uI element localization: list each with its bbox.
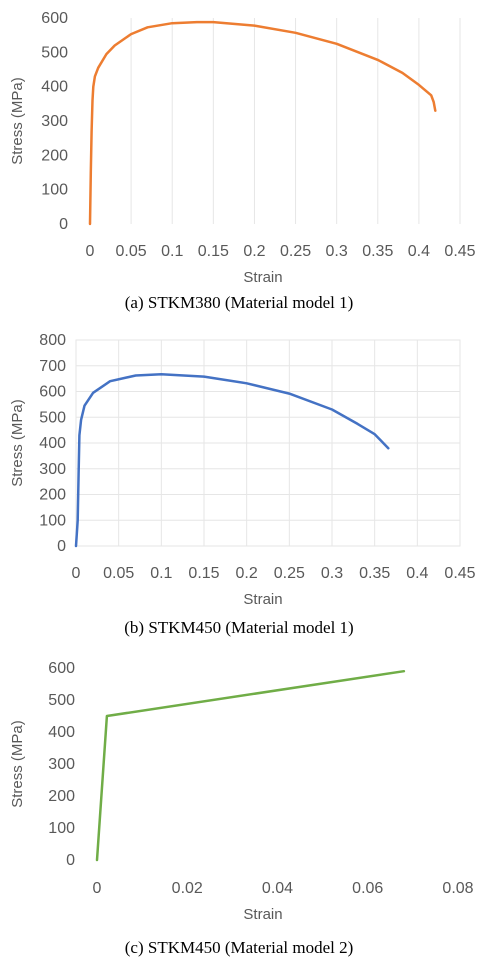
y-tick-label: 600 — [48, 660, 75, 677]
y-tick-label: 100 — [39, 512, 66, 529]
x-tick-label: 0.05 — [103, 565, 134, 582]
x-tick-label: 0.08 — [442, 880, 473, 897]
x-tick-label: 0 — [93, 880, 102, 897]
x-tick-label: 0.06 — [352, 880, 383, 897]
x-tick-label: 0.15 — [198, 243, 229, 260]
y-tick-label: 500 — [48, 692, 75, 709]
stress-strain-line — [95, 669, 406, 862]
caption-c: (c) STKM450 (Material model 2) — [124, 938, 354, 957]
x-tick-label: 0.05 — [116, 243, 147, 260]
y-tick-label: 300 — [48, 756, 75, 773]
x-tick-label: 0.4 — [408, 243, 430, 260]
y-axis-title: Stress (MPa) — [9, 77, 26, 165]
stress-strain-line — [88, 20, 437, 226]
x-tick-label: 0.45 — [444, 243, 475, 260]
chart-c: 0 100 200 300 400 500 600 0 0.02 0.04 0.06 0.08 Stra… — [9, 660, 474, 923]
caption-a: (a) STKM380 (Material model 1) — [124, 293, 354, 312]
y-tick-label: 100 — [41, 182, 68, 199]
y-tick-label: 400 — [48, 724, 75, 741]
chart-a: 0 100 200 300 400 500 600 0 0.05 0.1 0.15 0.2 0.25 0.… — [9, 10, 476, 286]
x-tick-label: 0 — [86, 243, 95, 260]
y-tick-label: 300 — [39, 461, 66, 478]
y-tick-label: 0 — [57, 538, 66, 555]
x-tick-label: 0.1 — [150, 565, 172, 582]
y-tick-label: 300 — [41, 113, 68, 130]
y-tick-label: 200 — [39, 487, 66, 504]
y-axis-title: Stress (MPa) — [9, 720, 26, 808]
x-axis-title: Strain — [243, 269, 282, 286]
x-axis-title: Strain — [243, 591, 282, 608]
x-tick-label: 0.3 — [326, 243, 348, 260]
y-tick-label: 800 — [39, 332, 66, 349]
x-tick-label: 0.1 — [161, 243, 183, 260]
y-tick-label: 400 — [39, 435, 66, 452]
caption-b: (b) STKM450 (Material model 1) — [124, 618, 354, 637]
chart-b: 0 100 200 300 400 500 600 700 800 0 0.05 0.1 0.15 0.2… — [9, 332, 476, 608]
y-tick-label: 600 — [39, 384, 66, 401]
y-tick-label: 600 — [41, 10, 68, 27]
y-tick-label: 400 — [41, 79, 68, 96]
y-tick-label: 0 — [59, 216, 68, 233]
x-tick-label: 0.45 — [444, 565, 475, 582]
y-axis-title: Stress (MPa) — [9, 399, 26, 487]
x-tick-label: 0.2 — [243, 243, 265, 260]
x-tick-label: 0.02 — [172, 880, 203, 897]
x-tick-label: 0.25 — [274, 565, 305, 582]
x-tick-label: 0 — [72, 565, 81, 582]
y-tick-label: 100 — [48, 820, 75, 837]
x-tick-label: 0.35 — [362, 243, 393, 260]
x-tick-label: 0.15 — [188, 565, 219, 582]
x-tick-label: 0.35 — [359, 565, 390, 582]
y-tick-label: 200 — [48, 788, 75, 805]
x-tick-label: 0.4 — [406, 565, 428, 582]
x-axis-title: Strain — [243, 906, 282, 923]
y-tick-label: 200 — [41, 147, 68, 164]
y-tick-label: 0 — [66, 852, 75, 869]
stress-strain-line — [74, 372, 390, 548]
y-tick-label: 500 — [41, 44, 68, 61]
x-tick-label: 0.25 — [280, 243, 311, 260]
y-tick-label: 700 — [39, 358, 66, 375]
x-tick-label: 0.2 — [236, 565, 258, 582]
x-tick-label: 0.04 — [262, 880, 293, 897]
y-tick-label: 500 — [39, 409, 66, 426]
x-tick-label: 0.3 — [321, 565, 343, 582]
